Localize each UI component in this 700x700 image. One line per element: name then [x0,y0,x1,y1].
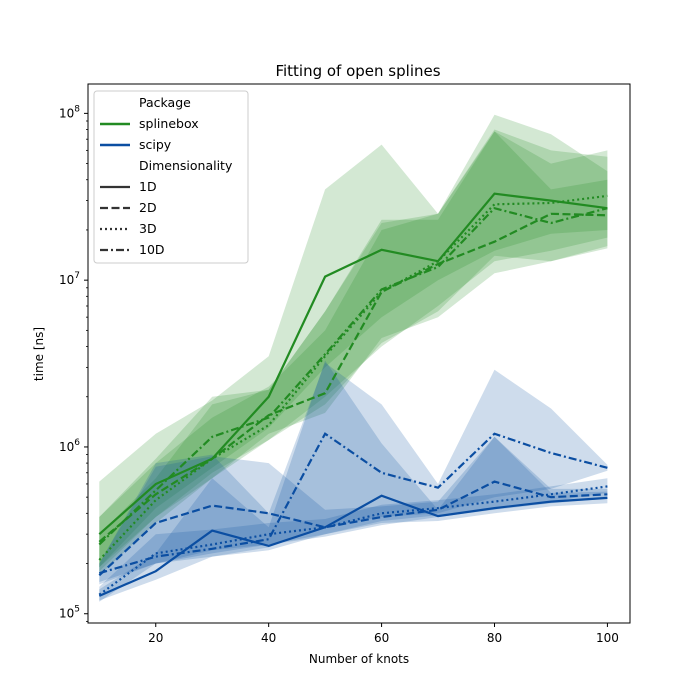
line-scipy-3d [98,485,608,596]
legend-label-1d: 1D [139,179,157,194]
line-splinebox-3d [98,194,608,561]
legend-label-2d: 2D [139,200,157,215]
x-axis: 20 40 60 80 100 [148,623,619,645]
x-tick-label: 40 [261,631,276,645]
x-tick-label: 100 [596,631,619,645]
plot-area [98,114,608,602]
band-splinebox-2d [99,131,608,568]
legend-label-scipy: scipy [139,137,172,152]
x-tick-label: 80 [487,631,502,645]
legend-label-splinebox: splinebox [139,116,199,131]
line-splinebox-2d [98,212,608,543]
line-scipy-2d [98,480,608,577]
band-scipy-1d [99,360,608,601]
confidence-bands [99,114,608,602]
y-axis: 105 106 107 108 [59,104,88,622]
y-tick-label: 105 [59,605,80,621]
legend-title-package: Package [139,95,191,110]
y-tick-label: 106 [59,438,80,454]
axes-frame [87,83,631,624]
x-tick-label: 20 [148,631,163,645]
chart-title: Fitting of open splines [275,62,440,80]
band-splinebox-1d [99,114,608,568]
legend-label-10d: 10D [139,242,165,257]
band-scipy-10d [99,362,608,582]
series-lines [98,192,608,597]
x-axis-label: Number of knots [309,652,409,666]
line-scipy-1d [98,494,608,597]
y-tick-label: 107 [59,271,80,287]
x-tick-label: 60 [374,631,389,645]
y-tick-label: 108 [59,104,80,120]
legend-label-3d: 3D [139,221,157,236]
legend-box [93,90,249,264]
legend-title-dimensionality: Dimensionality [139,158,233,173]
legend: Package splinebox scipy Dimensionality 1… [93,90,249,264]
line-splinebox-10d [98,206,608,546]
band-splinebox-10d [99,131,608,572]
band-splinebox-3d [99,129,608,576]
line-scipy-10d [98,432,608,575]
line-splinebox-1d [98,192,608,536]
y-axis-label: time [ns] [32,327,46,381]
